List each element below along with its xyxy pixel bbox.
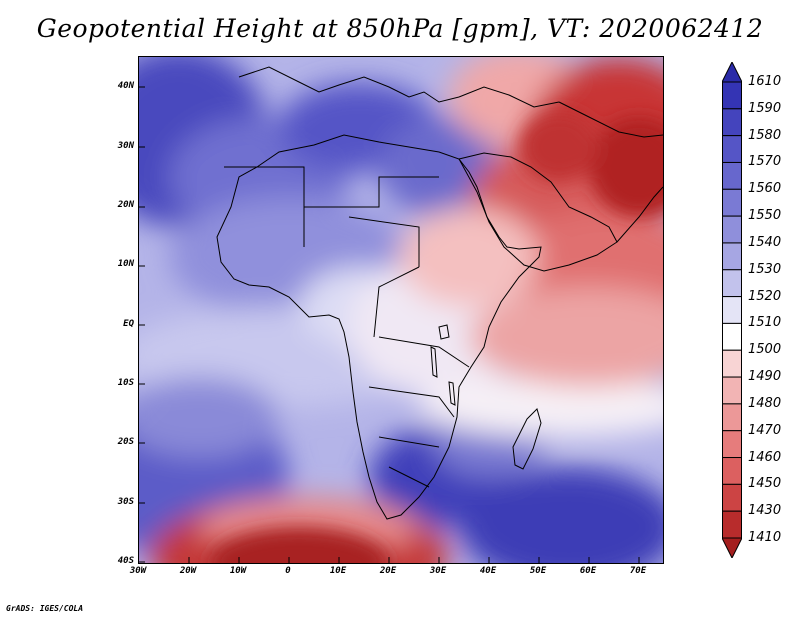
lat-label-20s: 20S bbox=[117, 437, 134, 447]
colorbar-swatch bbox=[722, 483, 742, 512]
colorbar-label: 1530 bbox=[748, 261, 782, 277]
colorbar-label: 1540 bbox=[748, 234, 782, 250]
colorbar-label: 1450 bbox=[748, 476, 782, 492]
colorbar-swatch bbox=[722, 430, 742, 459]
lon-label-30e: 30E bbox=[429, 566, 447, 576]
colorbar-swatch bbox=[722, 81, 742, 110]
colorbar-swatch bbox=[722, 376, 742, 405]
colorbar-label: 1560 bbox=[748, 181, 782, 197]
lon-label-60e: 60E bbox=[579, 566, 597, 576]
map-plot-area bbox=[138, 56, 664, 564]
colorbar-swatch bbox=[722, 269, 742, 298]
colorbar-top-triangle bbox=[722, 62, 742, 83]
colorbar-swatch bbox=[722, 108, 742, 137]
colorbar-label: 1570 bbox=[748, 154, 782, 170]
colorbar-swatch bbox=[722, 349, 742, 378]
lon-label-50e: 50E bbox=[529, 566, 547, 576]
colorbar-bottom-triangle bbox=[722, 537, 742, 558]
colorbar-label: 1460 bbox=[748, 449, 782, 465]
map-title: Geopotential Height at 850hPa [gpm], VT:… bbox=[36, 14, 764, 43]
colorbar-label: 1500 bbox=[748, 342, 782, 358]
colorbar-label: 1550 bbox=[748, 208, 782, 224]
lon-label-20w: 20W bbox=[179, 566, 197, 576]
lat-label-20n: 20N bbox=[117, 200, 134, 210]
colorbar-swatch bbox=[722, 403, 742, 432]
colorbar-label: 1610 bbox=[748, 74, 782, 89]
colorbar-label: 1590 bbox=[748, 100, 782, 116]
colorbar-label: 1510 bbox=[748, 315, 782, 331]
colorbar-swatch bbox=[722, 135, 742, 163]
colorbar-label: 1580 bbox=[748, 127, 782, 143]
lon-label-10e: 10E bbox=[329, 566, 347, 576]
colorbar-label: 1480 bbox=[748, 395, 782, 411]
lat-label-40n: 40N bbox=[117, 81, 134, 91]
lat-label-30n: 30N bbox=[117, 141, 134, 151]
colorbar-label: 1520 bbox=[748, 288, 782, 304]
lon-label-70e: 70E bbox=[629, 566, 647, 576]
lat-label-10n: 10N bbox=[117, 259, 134, 269]
colorbar-swatch bbox=[722, 161, 742, 190]
lon-label-0: 0 bbox=[285, 566, 291, 576]
colorbar-swatch bbox=[722, 188, 742, 217]
lon-label-40e: 40E bbox=[479, 566, 497, 576]
colorbar bbox=[722, 62, 742, 558]
colorbar-label: 1490 bbox=[748, 369, 782, 385]
colorbar-label: 1410 bbox=[748, 530, 782, 545]
coastlines bbox=[216, 66, 663, 520]
colorbar-swatch bbox=[722, 457, 742, 485]
colorbar-swatch bbox=[722, 510, 742, 539]
colorbar-swatch bbox=[722, 322, 742, 351]
colorbar-swatch bbox=[722, 215, 742, 244]
colorbar-swatch bbox=[722, 242, 742, 271]
lat-label-10s: 10S bbox=[117, 378, 134, 388]
lat-label-30s: 30S bbox=[117, 497, 134, 507]
lat-label-eq: EQ bbox=[123, 319, 134, 329]
lon-label-30w: 30W bbox=[129, 566, 147, 576]
lon-label-20e: 20E bbox=[379, 566, 397, 576]
lon-label-10w: 10W bbox=[229, 566, 247, 576]
geopotential-field-map bbox=[139, 57, 663, 563]
lat-label-40s: 40S bbox=[117, 556, 134, 566]
colorbar-label: 1470 bbox=[748, 422, 782, 438]
grads-credit: GrADS: IGES/COLA bbox=[6, 604, 84, 613]
colorbar-label: 1430 bbox=[748, 503, 782, 519]
colorbar-swatch bbox=[722, 296, 742, 324]
